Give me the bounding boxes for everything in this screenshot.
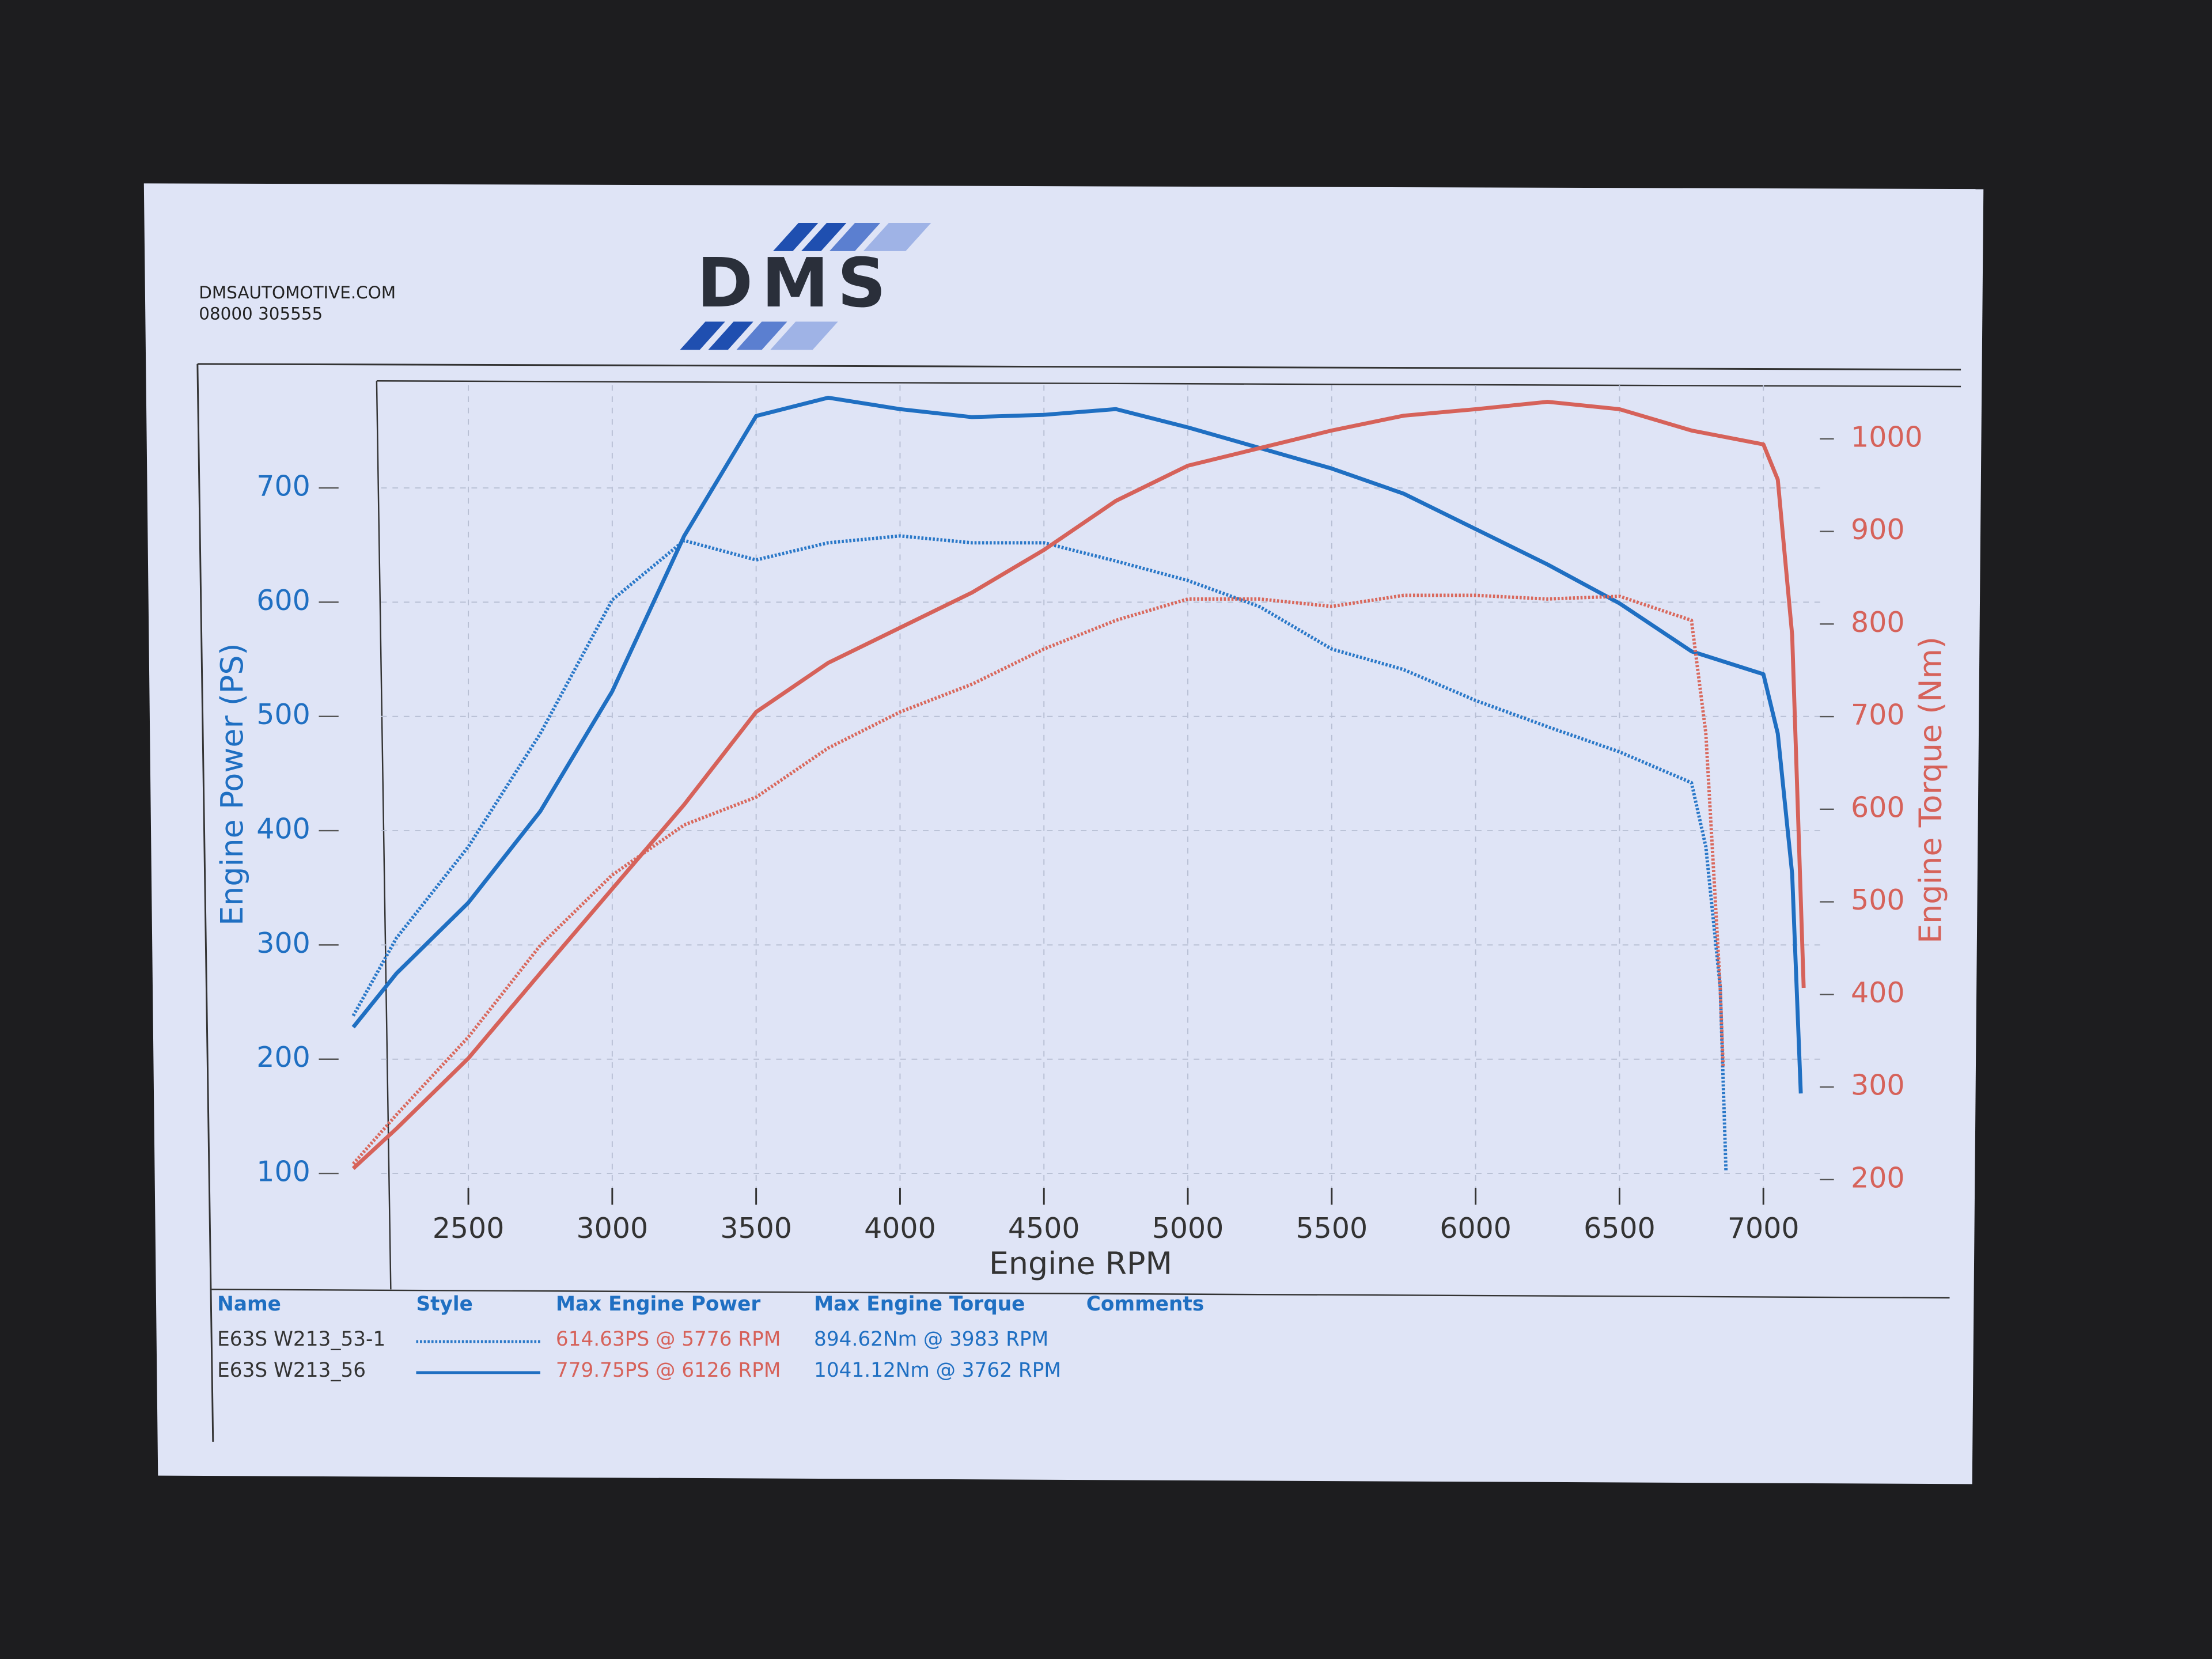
row-name: E63S W213_53-1: [217, 1328, 385, 1351]
y-tick-label: 600: [256, 584, 310, 617]
table-header: Max Engine Power: [556, 1293, 760, 1316]
table-header: Name: [217, 1293, 281, 1316]
y-tick-label: 100: [256, 1156, 310, 1188]
y2-axis-title: Engine Torque (Nm): [1912, 637, 1949, 944]
row-power: 779.75PS @ 6126 RPM: [556, 1359, 781, 1382]
series-line: [351, 534, 1728, 1172]
row-torque: 894.62Nm @ 3983 RPM: [814, 1328, 1048, 1351]
series-line: [352, 593, 1725, 1165]
frame-top: [197, 363, 1961, 371]
legend-table: Name Style Max Engine Power Max Engine Torq…: [217, 1293, 1204, 1382]
x-tick-label: 3500: [720, 1212, 792, 1245]
table-header: Style: [416, 1293, 472, 1316]
y2-tick-label: 200: [1851, 1161, 1904, 1194]
row-name: E63S W213_56: [217, 1359, 366, 1382]
x-tick-label: 5000: [1152, 1212, 1224, 1245]
grid: [381, 385, 1821, 1196]
y-tick-label: 300: [256, 927, 310, 960]
y-tick-label: 400: [256, 813, 310, 846]
logo-stripes: [680, 222, 931, 350]
row-power: 614.63PS @ 5776 RPM: [556, 1328, 781, 1351]
x-tick-label: 6500: [1584, 1212, 1656, 1245]
website: DMSAUTOMOTIVE.COM: [199, 283, 396, 302]
y2-tick-label: 400: [1851, 976, 1904, 1009]
x-tick-label: 7000: [1728, 1212, 1800, 1245]
plot-top: [376, 380, 1961, 388]
row-torque: 1041.12Nm @ 3762 RPM: [814, 1359, 1061, 1382]
y-tick-label: 500: [256, 698, 310, 731]
y2-tick-label: 600: [1851, 791, 1904, 824]
x-tick-label: 4000: [864, 1212, 936, 1245]
x-tick-label: 3000: [577, 1212, 649, 1245]
y2-tick-label: 800: [1851, 606, 1904, 639]
x-axis-title: Engine RPM: [989, 1245, 1172, 1281]
phone: 08000 305555: [199, 304, 323, 324]
y2-tick-label: 700: [1851, 699, 1904, 732]
y2-tick-label: 1000: [1851, 421, 1923, 453]
y2-tick-label: 300: [1851, 1069, 1904, 1102]
x-tick-label: 2500: [433, 1212, 505, 1245]
x-tick-label: 6000: [1440, 1212, 1512, 1245]
y2-tick-label: 500: [1851, 884, 1904, 916]
frame-left: [196, 363, 214, 1442]
logo: DMS: [697, 244, 895, 323]
y-tick-label: 200: [256, 1041, 310, 1074]
table-header: Max Engine Torque: [814, 1293, 1025, 1316]
table-rule: [211, 1289, 1950, 1299]
series-line: [351, 395, 1803, 1094]
y-axis-title: Engine Power (PS): [214, 643, 250, 925]
paper: [143, 183, 1984, 1484]
x-tick-label: 4500: [1008, 1212, 1080, 1245]
series-line: [351, 400, 1806, 1171]
y2-tick-label: 900: [1851, 513, 1904, 546]
y-tick-label: 700: [256, 470, 310, 503]
x-tick-label: 5500: [1296, 1212, 1368, 1245]
table-header: Comments: [1086, 1293, 1205, 1316]
